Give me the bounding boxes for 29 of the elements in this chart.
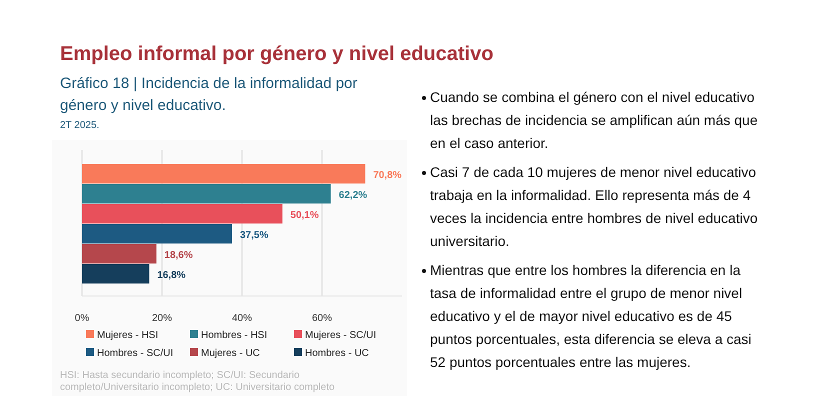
- bar: [82, 204, 282, 224]
- x-tick-label: 40%: [232, 313, 252, 324]
- legend-label: Hombres - SC/UI: [97, 348, 174, 359]
- legend-label: Mujeres - HSI: [97, 330, 158, 341]
- bar: [82, 164, 366, 184]
- bar: [82, 224, 232, 244]
- legend-label: Hombres - UC: [305, 348, 369, 359]
- x-tick-label: 60%: [312, 313, 332, 324]
- legend-label: Mujeres - SC/UI: [305, 330, 376, 341]
- text: HSI: Hasta secundario incompleto; SC/UI: Secundario completo/Universitario incompleto; UC: Universitario completo: [60, 370, 335, 393]
- data-label: 16,8%: [157, 270, 186, 281]
- legend-label: Mujeres - UC: [201, 348, 260, 359]
- x-tick-label: 20%: [152, 313, 172, 324]
- chart-subtitle: Gráfico 18 | Incidencia de la informalidad por género y nivel educativo.: [60, 75, 358, 114]
- text: Cuando se combina el género con el nivel educativo las brechas de incidencia se amplifican aún más que en el caso anterior.: [430, 89, 758, 151]
- legend-label: Hombres - HSI: [201, 330, 268, 341]
- text: Casi 7 de cada 10 mujeres de menor nivel educativo trabaja en la informalidad. Ello representa más de 4 veces la incidencia entre hombres de nivel educativo universitario.: [430, 164, 758, 249]
- text: Mientras que entre los hombres la diferencia en la tasa de informalidad entre el grupo de menor nivel educativo y el de mayor nivel educativo es de 45 puntos porcentuales, esta diferencia se eleva a casi 52 puntos porcentuales entre las mujeres.: [430, 262, 752, 370]
- bar: [82, 264, 150, 284]
- bar: [82, 244, 156, 264]
- data-label: 50,1%: [290, 210, 319, 221]
- chart-title: Empleo informal por género y nivel educativo: [60, 43, 494, 65]
- data-label: 62,2%: [338, 190, 368, 201]
- data-label: 70,8%: [373, 170, 402, 181]
- data-label: 18,6%: [164, 250, 193, 261]
- data-label: 37,5%: [240, 230, 268, 241]
- bar: [82, 184, 331, 204]
- text: 2T 2025.: [60, 120, 100, 131]
- x-tick-label: 0%: [74, 313, 90, 324]
